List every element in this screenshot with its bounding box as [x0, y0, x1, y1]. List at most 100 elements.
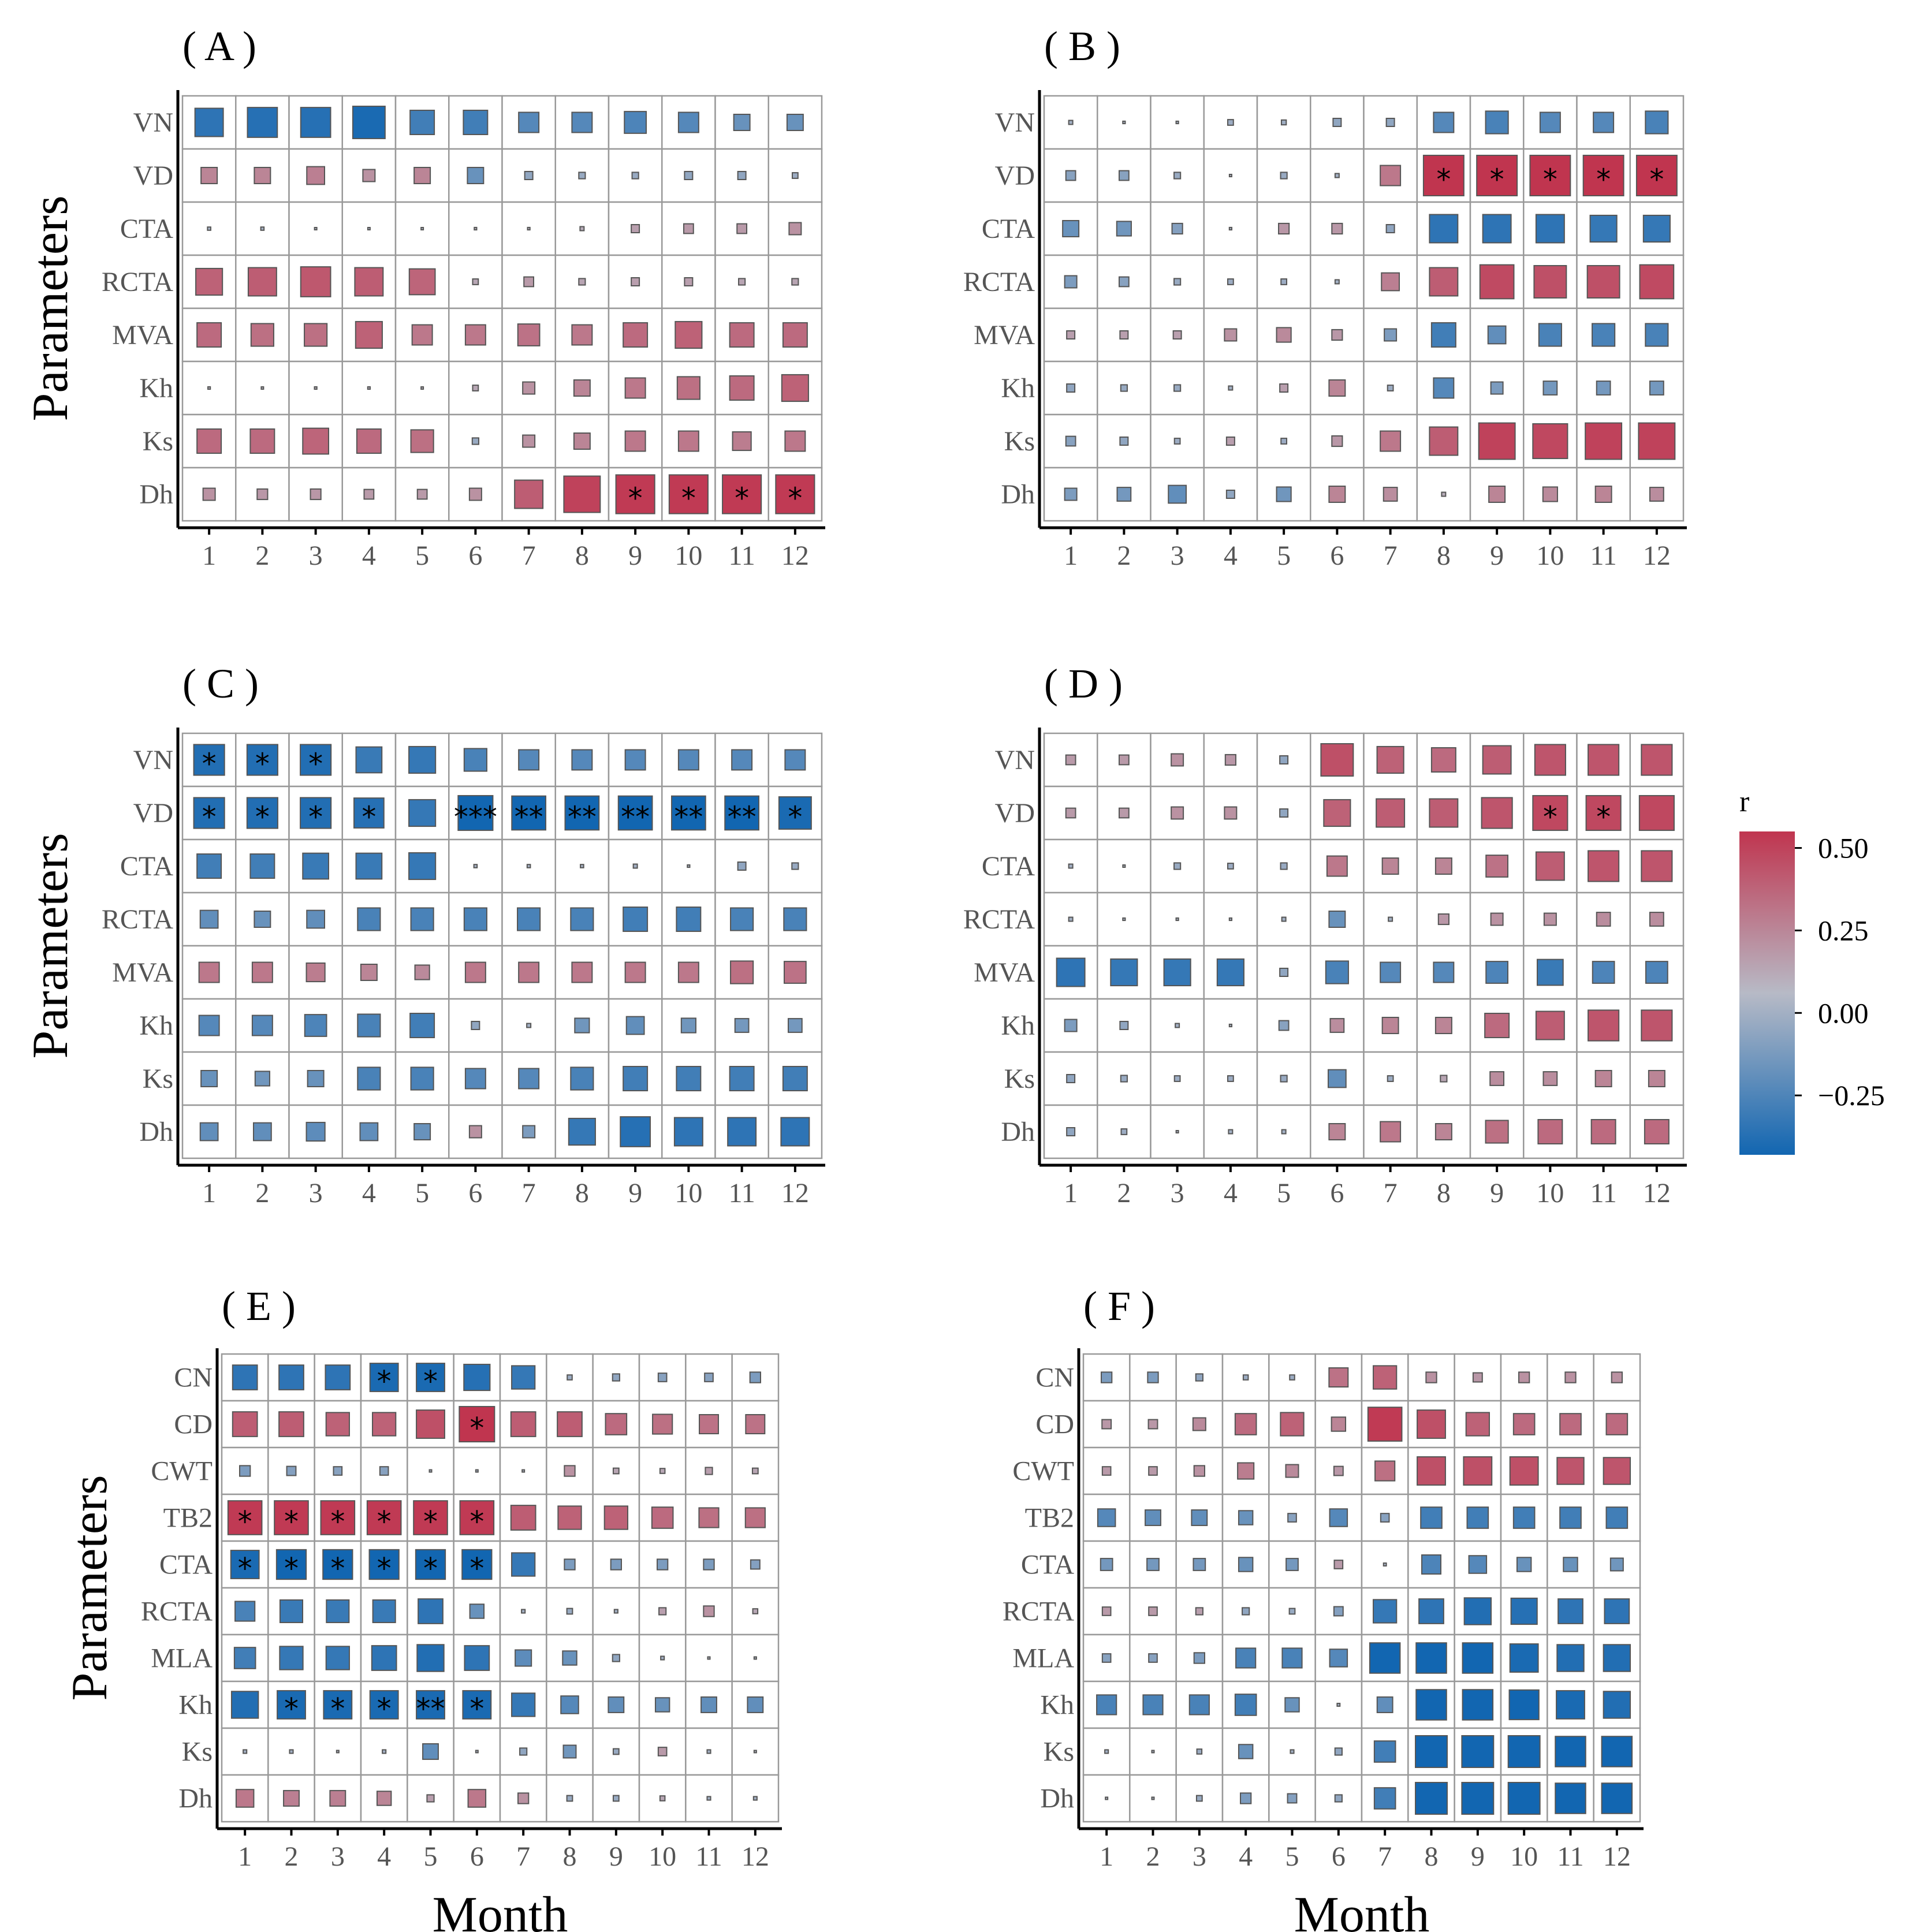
- correlation-square: [463, 907, 487, 931]
- correlation-square: [289, 1749, 294, 1754]
- x-tick-label: 7: [522, 1178, 536, 1209]
- correlation-square: [1234, 1413, 1257, 1435]
- correlation-square: [1320, 743, 1354, 777]
- correlation-square: [1175, 120, 1179, 125]
- correlation-square: [472, 278, 479, 285]
- correlation-square: [1421, 1554, 1441, 1575]
- correlation-square: [1329, 1648, 1348, 1668]
- correlation-square: [782, 1066, 808, 1091]
- correlation-square: [1588, 850, 1620, 882]
- row-label: Dh: [1001, 1117, 1035, 1147]
- correlation-square: [1384, 328, 1398, 342]
- correlation-square: [1564, 1371, 1577, 1383]
- correlation-square: [651, 1506, 674, 1529]
- correlation-square: [1461, 1735, 1495, 1768]
- correlation-square: [1507, 1735, 1541, 1768]
- correlation-square: [1118, 170, 1130, 181]
- correlation-square: [279, 1646, 304, 1670]
- correlation-square: [562, 1744, 577, 1759]
- correlation-square: [1323, 799, 1351, 827]
- correlation-square: [1425, 1371, 1437, 1383]
- correlation-square: [410, 1066, 434, 1091]
- grid-cell: [731, 1540, 780, 1589]
- row-label: MLA: [151, 1643, 213, 1674]
- correlation-square: [278, 1411, 304, 1437]
- row-label: CWT: [151, 1456, 213, 1487]
- correlation-square: [1333, 1560, 1344, 1569]
- correlation-square: [526, 864, 531, 868]
- correlation-square: [250, 323, 274, 347]
- row-label: Dh: [139, 1117, 173, 1147]
- correlation-square: [1594, 486, 1612, 503]
- correlation-square: [1280, 171, 1288, 180]
- correlation-square: [475, 1469, 479, 1473]
- correlation-square: [1586, 265, 1620, 299]
- correlation-square: [202, 487, 216, 501]
- grid-cell: [1097, 998, 1152, 1053]
- correlation-square: [1336, 1703, 1341, 1707]
- correlation-square: [1433, 377, 1455, 399]
- correlation-square: [1234, 1694, 1257, 1716]
- correlation-square: [1278, 1020, 1290, 1031]
- correlation-square: [698, 1507, 720, 1528]
- correlation-square: [1380, 165, 1402, 187]
- correlation-square: [1101, 1653, 1112, 1663]
- correlation-square: [1373, 1787, 1396, 1810]
- correlation-square: [683, 223, 694, 234]
- grid-cell: [288, 254, 343, 309]
- significance-stars: *: [423, 1505, 438, 1539]
- correlation-square: [734, 1018, 750, 1033]
- correlation-square: [1175, 1130, 1179, 1133]
- correlation-square: [522, 1125, 536, 1139]
- correlation-square: [566, 1795, 573, 1802]
- correlation-square: [413, 1500, 448, 1535]
- correlation-square: [1334, 1747, 1343, 1756]
- correlation-square: [680, 1017, 696, 1034]
- correlation-square: [252, 1122, 272, 1142]
- correlation-square: [1563, 1557, 1578, 1572]
- correlation-square: [1535, 851, 1565, 881]
- row-label: Ks: [182, 1737, 213, 1767]
- correlation-square: [462, 1690, 492, 1720]
- grid-cell: [1523, 254, 1578, 309]
- x-tick-label: 12: [1643, 1178, 1671, 1209]
- correlation-square: [1328, 1123, 1346, 1140]
- correlation-square: [1110, 958, 1138, 987]
- significance-stars: *: [1543, 800, 1557, 834]
- correlation-square: [198, 961, 220, 983]
- correlation-square: [733, 114, 751, 131]
- correlation-square: [1175, 1023, 1180, 1028]
- correlation-square: [463, 748, 487, 772]
- correlation-square: [612, 1795, 620, 1802]
- correlation-square: [1478, 422, 1516, 460]
- correlation-square: [1488, 486, 1506, 503]
- correlation-square: [260, 226, 265, 231]
- correlation-square: [413, 1123, 431, 1140]
- correlation-square: [372, 1599, 396, 1624]
- correlation-square: [1376, 745, 1404, 774]
- correlation-square: [1369, 1642, 1401, 1674]
- correlation-square: [1171, 222, 1183, 235]
- correlation-square: [1463, 1456, 1493, 1486]
- row-label: CN: [174, 1363, 213, 1393]
- correlation-square: [1429, 267, 1459, 297]
- correlation-square: [752, 1608, 759, 1614]
- correlation-square: [325, 1646, 350, 1670]
- correlation-square: [1433, 111, 1455, 133]
- x-tick-label: 1: [238, 1841, 252, 1872]
- correlation-square: [251, 1015, 273, 1036]
- correlation-square: [1476, 155, 1518, 196]
- correlation-square: [784, 749, 806, 771]
- correlation-square: [1285, 1558, 1299, 1571]
- row-label: CN: [1035, 1363, 1074, 1393]
- correlation-square: [706, 1749, 711, 1754]
- correlation-square: [518, 1068, 540, 1090]
- correlation-square: [1535, 1010, 1565, 1040]
- correlation-square: [775, 474, 815, 514]
- x-tick-label: 5: [1285, 1841, 1299, 1872]
- x-tick-label: 3: [1171, 1178, 1184, 1209]
- correlation-square: [1380, 1513, 1390, 1523]
- correlation-square: [1287, 1793, 1298, 1804]
- correlation-square: [475, 1750, 479, 1754]
